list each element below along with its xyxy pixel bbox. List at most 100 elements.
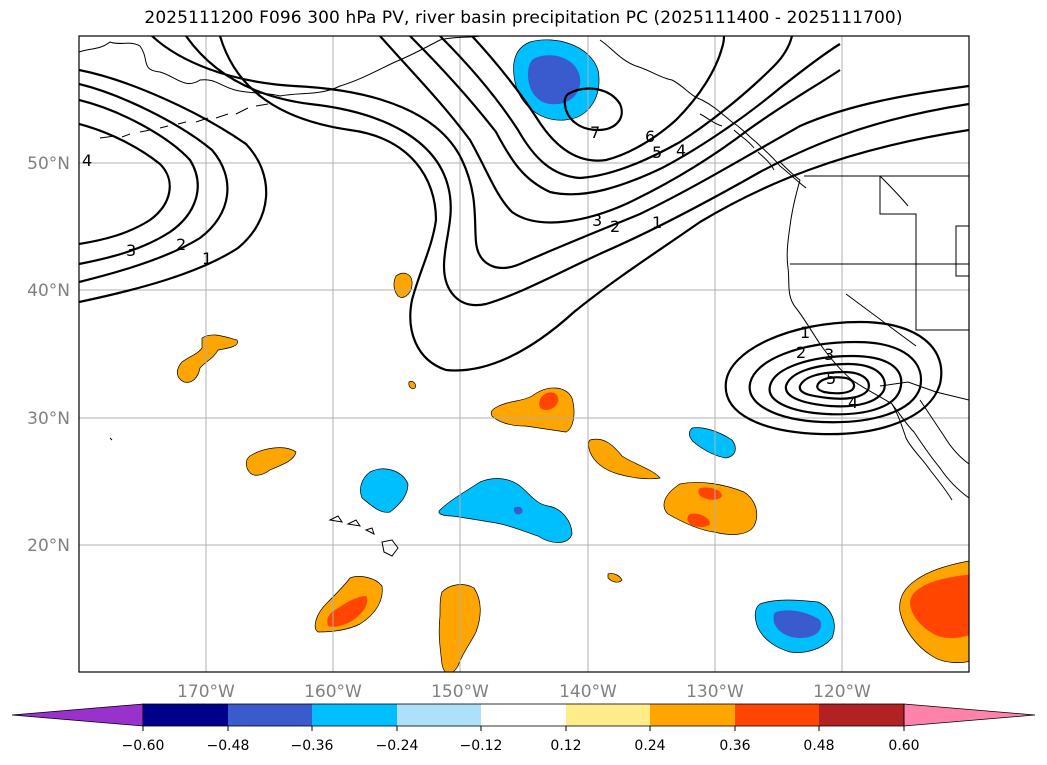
precip-core-160w — [327, 596, 368, 627]
colorbar-tick-label: −0.60 — [122, 738, 165, 754]
contour-label: 1 — [202, 249, 212, 268]
pv-contour-low-1 — [724, 320, 943, 436]
pv-contour-trough-5 — [409, 36, 841, 196]
pv-contour-west-3 — [79, 98, 199, 266]
small-island-dot — [109, 437, 113, 441]
lat-label: 30°N — [27, 409, 70, 429]
precip-core-130w-a — [698, 487, 722, 500]
state-borders — [790, 175, 969, 347]
pv-contours — [79, 36, 969, 436]
contour-label: 4 — [82, 151, 92, 170]
pv-contour-west-4 — [79, 122, 171, 246]
colorbar-segment — [566, 704, 650, 726]
contour-label: 3 — [592, 211, 602, 230]
contour-labels: 4 3 2 1 7 6 5 4 3 2 1 1 2 3 5 4 — [82, 123, 858, 412]
precip-negative-155w — [360, 468, 409, 513]
lon-label: 130°W — [686, 682, 744, 702]
precip-positive-165w — [245, 447, 297, 476]
contour-label: 2 — [796, 343, 806, 362]
pv-contour-low-6 — [816, 376, 856, 395]
contour-label: 3 — [824, 345, 834, 364]
pv-contour-trough-1 — [218, 36, 969, 372]
precip-positive-130w — [663, 482, 758, 535]
colorbar-tick-label: 0.60 — [888, 738, 919, 754]
colorbar-segment — [819, 704, 904, 726]
precip-positive-40n — [393, 272, 413, 298]
longitude-labels: 170°W 160°W 150°W 140°W 130°W 120°W — [177, 682, 871, 702]
precip-negative-131w — [689, 427, 736, 459]
precip-core-125w — [773, 610, 822, 638]
colorbar-segment — [735, 704, 819, 726]
chart-title: 2025111200 F096 300 hPa PV, river basin … — [144, 8, 903, 28]
colorbar-tick-label: −0.12 — [460, 738, 503, 754]
precip-positive-139w — [588, 438, 661, 480]
lat-label: 20°N — [27, 536, 70, 556]
gridlines — [79, 36, 969, 672]
pv-contour-low-5 — [798, 370, 870, 400]
lon-label: 150°W — [431, 682, 489, 702]
colorbar: −0.60 −0.48 −0.36 −0.24 −0.12 0.12 0.24 … — [11, 703, 1036, 754]
baja-peninsula — [891, 403, 953, 501]
pv-contour-trough-3 — [151, 36, 969, 269]
precip-core-gulf-alaska — [528, 55, 581, 105]
lon-label: 140°W — [559, 682, 617, 702]
lon-label: 170°W — [177, 682, 235, 702]
colorbar-tick-label: −0.48 — [207, 738, 250, 754]
colorbar-tick-label: 0.48 — [803, 738, 834, 754]
contour-label: 2 — [610, 217, 620, 236]
pv-contour-trough-2 — [185, 36, 969, 307]
pv-contour-low-2 — [748, 340, 923, 424]
colorbar-segment — [228, 704, 312, 726]
precip-positive-170w — [177, 334, 238, 383]
contour-label: 4 — [848, 393, 858, 412]
colorbar-tick-label: −0.36 — [291, 738, 334, 754]
colorbar-tick-label: 0.12 — [550, 738, 581, 754]
pv-contour-closed-7 — [563, 87, 623, 132]
aleutian-islands — [99, 103, 269, 139]
colorbar-ticks — [142, 726, 905, 731]
lat-label: 40°N — [27, 281, 70, 301]
precip-core-150w — [513, 506, 523, 515]
contour-label: 5 — [652, 143, 662, 162]
contour-label: 3 — [126, 241, 136, 260]
contour-label: 1 — [800, 323, 810, 342]
mexico-border — [879, 381, 969, 401]
lon-label: 120°W — [813, 682, 871, 702]
colorbar-segment — [481, 704, 566, 726]
latitude-labels: 50°N 40°N 30°N 20°N — [27, 154, 70, 556]
colorbar-segment — [143, 704, 228, 726]
alaska-coast — [79, 36, 481, 97]
colorbar-segment — [397, 704, 481, 726]
precip-core-115w — [910, 574, 969, 639]
precip-fill-areas — [177, 39, 969, 672]
pv-contour-west-1 — [79, 68, 268, 304]
colorbar-tick-label: 0.36 — [719, 738, 750, 754]
contour-label: 6 — [645, 127, 655, 146]
contour-label: 1 — [652, 213, 662, 232]
contour-label: 5 — [826, 369, 836, 388]
colorbar-tick-label: 0.24 — [634, 738, 665, 754]
pv-contour-trough-4 — [379, 36, 841, 224]
precip-positive-dot — [408, 381, 416, 389]
coastlines — [79, 36, 969, 557]
colorbar-segment — [650, 704, 735, 726]
lat-label: 50°N — [27, 154, 70, 174]
pv-contour-trough-6 — [439, 36, 794, 180]
pv-contour-west-2 — [79, 82, 229, 284]
contour-label: 7 — [590, 123, 600, 142]
precip-positive-dot-south — [607, 573, 623, 583]
colorbar-extend-left — [11, 703, 144, 727]
colorbar-extend-right — [903, 703, 1036, 727]
precip-core-143w — [539, 392, 559, 410]
precip-negative-150w — [438, 478, 573, 543]
pv-contour-low-4 — [784, 362, 886, 408]
colorbar-tick-label: −0.24 — [376, 738, 419, 754]
precip-core-130w-b — [687, 513, 710, 527]
colorbar-segment — [312, 704, 397, 726]
hawaii-islands — [328, 515, 399, 557]
gulf-of-california — [919, 399, 969, 465]
contour-label: 4 — [676, 141, 686, 160]
pv-contour-trough-7 — [471, 36, 726, 162]
map-area — [79, 36, 969, 672]
